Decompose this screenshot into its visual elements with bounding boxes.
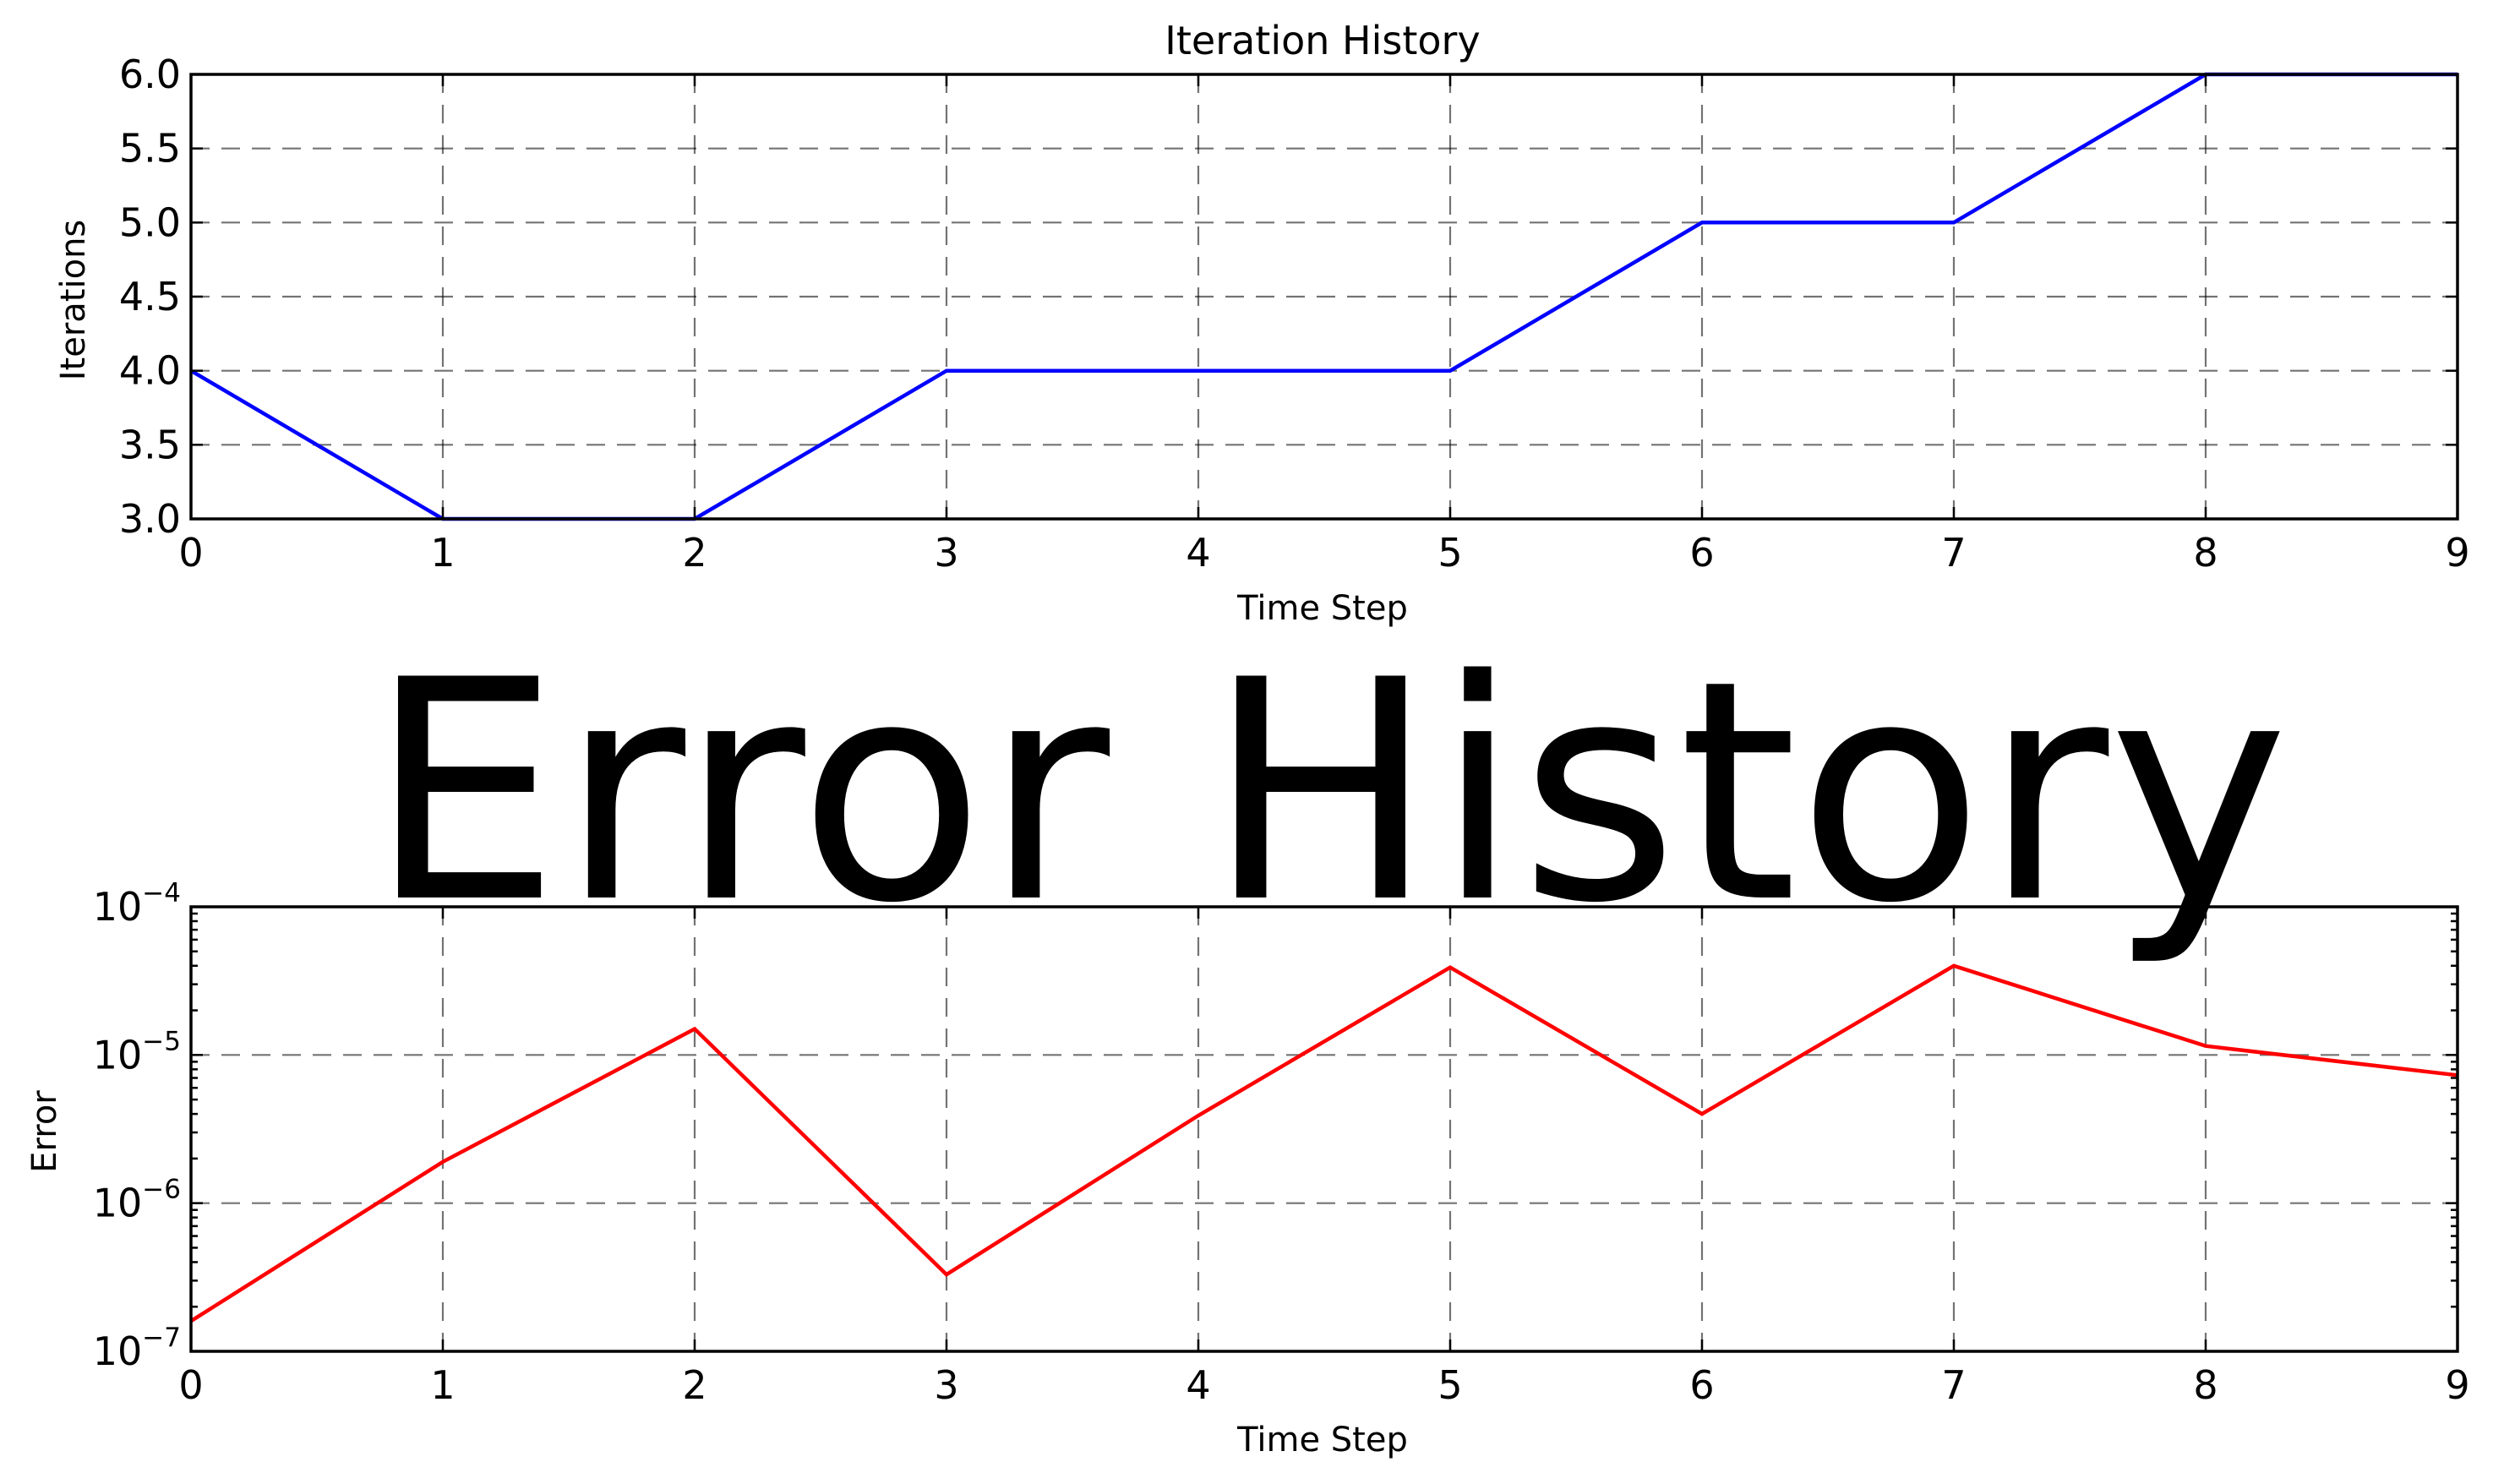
error-series-line [189,963,2458,1323]
error-y-axis-label: Error [25,1090,64,1173]
error-x-axis-label: Time Step [1236,1421,1408,1459]
y-tick-label: 5.0 [119,199,181,245]
iteration-x-tick-labels: 0 1 2 3 4 5 6 7 8 9 [178,530,2469,576]
error-tick-marks [189,905,2459,1353]
iteration-tick-marks [189,73,2459,521]
iteration-y-tick-labels: 3.0 3.5 4.0 4.5 5.0 5.5 6.0 [119,52,181,542]
error-y-tick-labels: 10−7 10−6 10−5 10−4 [93,878,181,1374]
x-tick-label: 1 [430,530,455,576]
error-chart-title: Error History [368,615,2289,969]
x-tick-label: 3 [934,530,958,576]
x-tick-label: 6 [1689,1362,1714,1408]
error-plot-frame [189,905,2459,1353]
y-tick-label: 3.0 [119,496,181,542]
y-tick-label: 10−5 [93,1026,181,1078]
x-tick-label: 5 [1437,1362,1462,1408]
x-tick-label: 0 [178,1362,203,1408]
error-grid [191,907,2458,1351]
error-history-chart: 0 1 2 3 4 5 6 7 8 9 10−7 10−6 10−5 10−4 Error Histor… [25,615,2470,1459]
y-tick-label: 10−6 [93,1175,181,1226]
x-tick-label: 3 [934,1362,958,1408]
x-tick-label: 8 [2193,530,2218,576]
x-tick-label: 9 [2445,1362,2469,1408]
y-tick-label: 4.5 [119,274,181,319]
x-tick-label: 0 [178,530,203,576]
x-tick-label: 5 [1437,530,1462,576]
x-tick-label: 4 [1186,530,1210,576]
x-tick-label: 4 [1186,1362,1210,1408]
x-tick-label: 2 [682,530,706,576]
iteration-history-chart: 0 1 2 3 4 5 6 7 8 9 3.0 3.5 4.0 4.5 5.0 5.5 6.0 Iterati… [54,18,2470,628]
error-x-tick-labels: 0 1 2 3 4 5 6 7 8 9 [178,1362,2469,1408]
y-tick-label: 10−4 [93,878,181,930]
y-tick-label: 3.5 [119,422,181,467]
y-tick-label: 10−7 [93,1323,181,1374]
x-tick-label: 9 [2445,530,2469,576]
y-tick-label: 5.5 [119,126,181,172]
x-tick-label: 7 [1941,1362,1966,1408]
y-tick-label: 4.0 [119,348,181,394]
iteration-x-axis-label: Time Step [1236,589,1408,628]
x-tick-label: 8 [2193,1362,2218,1408]
iteration-chart-title: Iteration History [1165,18,1480,63]
iteration-grid [191,74,2458,519]
x-tick-label: 6 [1689,530,1714,576]
x-tick-label: 1 [430,1362,455,1408]
y-tick-label: 6.0 [119,52,181,97]
x-tick-label: 7 [1941,530,1966,576]
iteration-y-axis-label: Iterations [54,220,93,381]
x-tick-label: 2 [682,1362,706,1408]
